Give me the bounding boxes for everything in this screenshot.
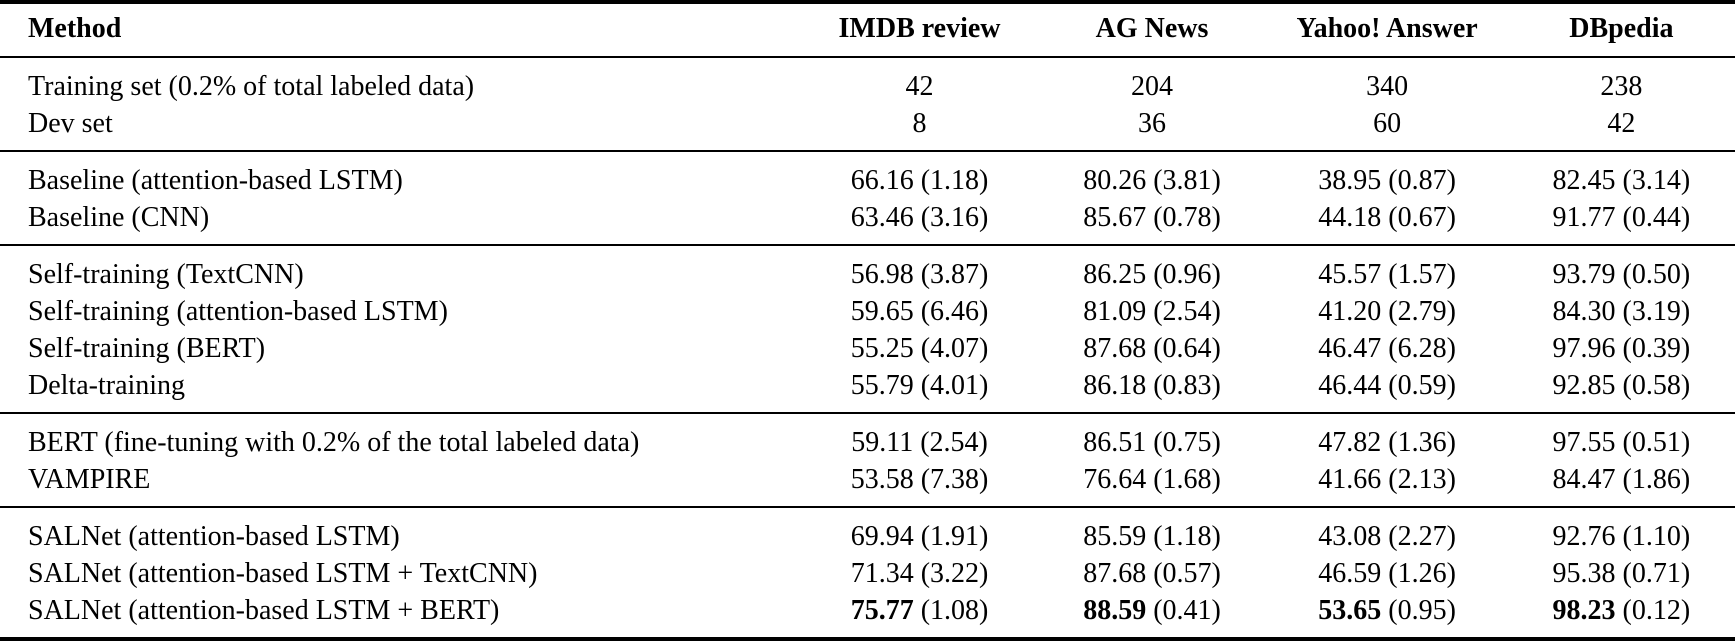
method-cell: SALNet (attention-based LSTM) xyxy=(28,521,400,552)
table-row: Self-training (TextCNN) 56.98 (3.87) 86.25… xyxy=(0,245,1735,293)
table-row: Delta-training 55.79 (4.01) 86.18 (0.83) 46… xyxy=(0,367,1735,413)
section-baselines: Baseline (attention-based LSTM) 66.16 (1.… xyxy=(0,151,1735,245)
method-cell: Self-training (attention-based LSTM) xyxy=(28,296,448,327)
method-cell: VAMPIRE xyxy=(28,464,151,495)
value-cell: 97.96 (0.39) xyxy=(1552,333,1691,364)
method-cell: Training set (0.2% of total labeled data… xyxy=(28,71,475,102)
value-cell: 42 xyxy=(905,71,934,102)
value-cell: 71.34 (3.22) xyxy=(850,558,989,589)
section-dataset-stats: Training set (0.2% of total labeled data… xyxy=(0,57,1735,151)
col-header-imdb-review: IMDB review xyxy=(838,13,1001,44)
value-cell: 84.30 (3.19) xyxy=(1552,296,1691,327)
method-cell: BERT (fine-tuning with 0.2% of the total… xyxy=(28,427,640,458)
method-cell: Baseline (CNN) xyxy=(28,202,210,233)
method-cell: Self-training (TextCNN) xyxy=(28,259,304,290)
value-cell: 46.44 (0.59) xyxy=(1318,370,1456,401)
table-row: Self-training (attention-based LSTM) 59.6… xyxy=(0,293,1735,330)
value-cell: 97.55 (0.51) xyxy=(1552,427,1691,458)
value-cell: 85.67 (0.78) xyxy=(1083,202,1221,233)
value-cell: 93.79 (0.50) xyxy=(1552,259,1691,290)
value-cell: 42 xyxy=(1607,108,1636,139)
table-row: SALNet (attention-based LSTM) 69.94 (1.91… xyxy=(0,507,1735,555)
value-cell: 98.23 (0.12) xyxy=(1552,595,1691,626)
table-row: Baseline (attention-based LSTM) 66.16 (1.… xyxy=(0,151,1735,199)
value-cell: 88.59 (0.41) xyxy=(1083,595,1221,626)
value-cell: 60 xyxy=(1373,108,1402,139)
value-cell: 69.94 (1.91) xyxy=(850,521,989,552)
value-cell: 38.95 (0.87) xyxy=(1318,165,1456,196)
col-header-dbpedia: DBpedia xyxy=(1569,13,1674,44)
value-cell: 53.65 (0.95) xyxy=(1318,595,1456,626)
method-cell: Baseline (attention-based LSTM) xyxy=(28,165,403,196)
value-cell: 91.77 (0.44) xyxy=(1552,202,1691,233)
value-cell: 63.46 (3.16) xyxy=(850,202,989,233)
value-cell: 80.26 (3.81) xyxy=(1083,165,1221,196)
value-cell: 86.18 (0.83) xyxy=(1083,370,1221,401)
value-cell: 41.66 (2.13) xyxy=(1318,464,1456,495)
value-cell: 92.76 (1.10) xyxy=(1552,521,1691,552)
section-salnet-methods: SALNet (attention-based LSTM) 69.94 (1.91… xyxy=(0,507,1735,639)
col-header-yahoo-answer: Yahoo! Answer xyxy=(1296,13,1478,44)
value-cell: 86.51 (0.75) xyxy=(1083,427,1221,458)
table-row: Dev set 8 36 60 42 xyxy=(0,105,1735,151)
value-cell: 47.82 (1.36) xyxy=(1318,427,1456,458)
value-cell: 86.25 (0.96) xyxy=(1083,259,1221,290)
value-cell: 44.18 (0.67) xyxy=(1318,202,1456,233)
value-cell: 41.20 (2.79) xyxy=(1318,296,1456,327)
value-cell: 46.59 (1.26) xyxy=(1318,558,1456,589)
value-cell: 82.45 (3.14) xyxy=(1552,165,1691,196)
value-cell: 75.77 (1.08) xyxy=(850,595,989,626)
table-row: BERT (fine-tuning with 0.2% of the total… xyxy=(0,413,1735,461)
method-cell: SALNet (attention-based LSTM + TextCNN) xyxy=(28,558,538,589)
value-cell: 95.38 (0.71) xyxy=(1552,558,1691,589)
table-row: Training set (0.2% of total labeled data… xyxy=(0,57,1735,105)
method-cell: Dev set xyxy=(28,108,113,139)
value-cell: 238 xyxy=(1600,71,1643,102)
value-cell: 55.79 (4.01) xyxy=(850,370,989,401)
table-row: Baseline (CNN) 63.46 (3.16) 85.67 (0.78) 44… xyxy=(0,199,1735,245)
col-header-method: Method xyxy=(28,13,122,44)
section-pretrained-baselines: BERT (fine-tuning with 0.2% of the total… xyxy=(0,413,1735,507)
method-cell: Self-training (BERT) xyxy=(28,333,266,364)
value-cell: 87.68 (0.64) xyxy=(1083,333,1221,364)
value-cell: 59.11 (2.54) xyxy=(851,427,988,458)
table-row: VAMPIRE 53.58 (7.38) 76.64 (1.68) 41.66 (2.… xyxy=(0,461,1735,507)
value-cell: 340 xyxy=(1366,71,1409,102)
value-cell: 204 xyxy=(1131,71,1174,102)
value-cell: 36 xyxy=(1138,108,1167,139)
value-cell: 46.47 (6.28) xyxy=(1318,333,1456,364)
value-cell: 53.58 (7.38) xyxy=(850,464,989,495)
value-cell: 76.64 (1.68) xyxy=(1083,464,1221,495)
value-cell: 56.98 (3.87) xyxy=(850,259,989,290)
table-row: Self-training (BERT) 55.25 (4.07) 87.68 (0… xyxy=(0,330,1735,367)
value-cell: 92.85 (0.58) xyxy=(1552,370,1691,401)
value-cell: 45.57 (1.57) xyxy=(1318,259,1456,290)
header-row: Method IMDB review AG News Yahoo! Answer… xyxy=(0,2,1735,57)
table-row: SALNet (attention-based LSTM + BERT) 75.7… xyxy=(0,592,1735,639)
method-cell: SALNet (attention-based LSTM + BERT) xyxy=(28,595,500,626)
value-cell: 43.08 (2.27) xyxy=(1318,521,1456,552)
table-header: Method IMDB review AG News Yahoo! Answer… xyxy=(0,2,1735,57)
value-cell: 55.25 (4.07) xyxy=(850,333,989,364)
value-cell: 85.59 (1.18) xyxy=(1083,521,1221,552)
table-row: SALNet (attention-based LSTM + TextCNN) 7… xyxy=(0,555,1735,592)
value-cell: 59.65 (6.46) xyxy=(850,296,989,327)
value-cell: 87.68 (0.57) xyxy=(1083,558,1221,589)
value-cell: 84.47 (1.86) xyxy=(1552,464,1691,495)
col-header-ag-news: AG News xyxy=(1095,13,1209,44)
section-self-training-methods: Self-training (TextCNN) 56.98 (3.87) 86.25… xyxy=(0,245,1735,413)
value-cell: 66.16 (1.18) xyxy=(850,165,989,196)
value-cell: 81.09 (2.54) xyxy=(1083,296,1221,327)
value-cell: 8 xyxy=(912,108,927,139)
method-cell: Delta-training xyxy=(28,370,186,401)
